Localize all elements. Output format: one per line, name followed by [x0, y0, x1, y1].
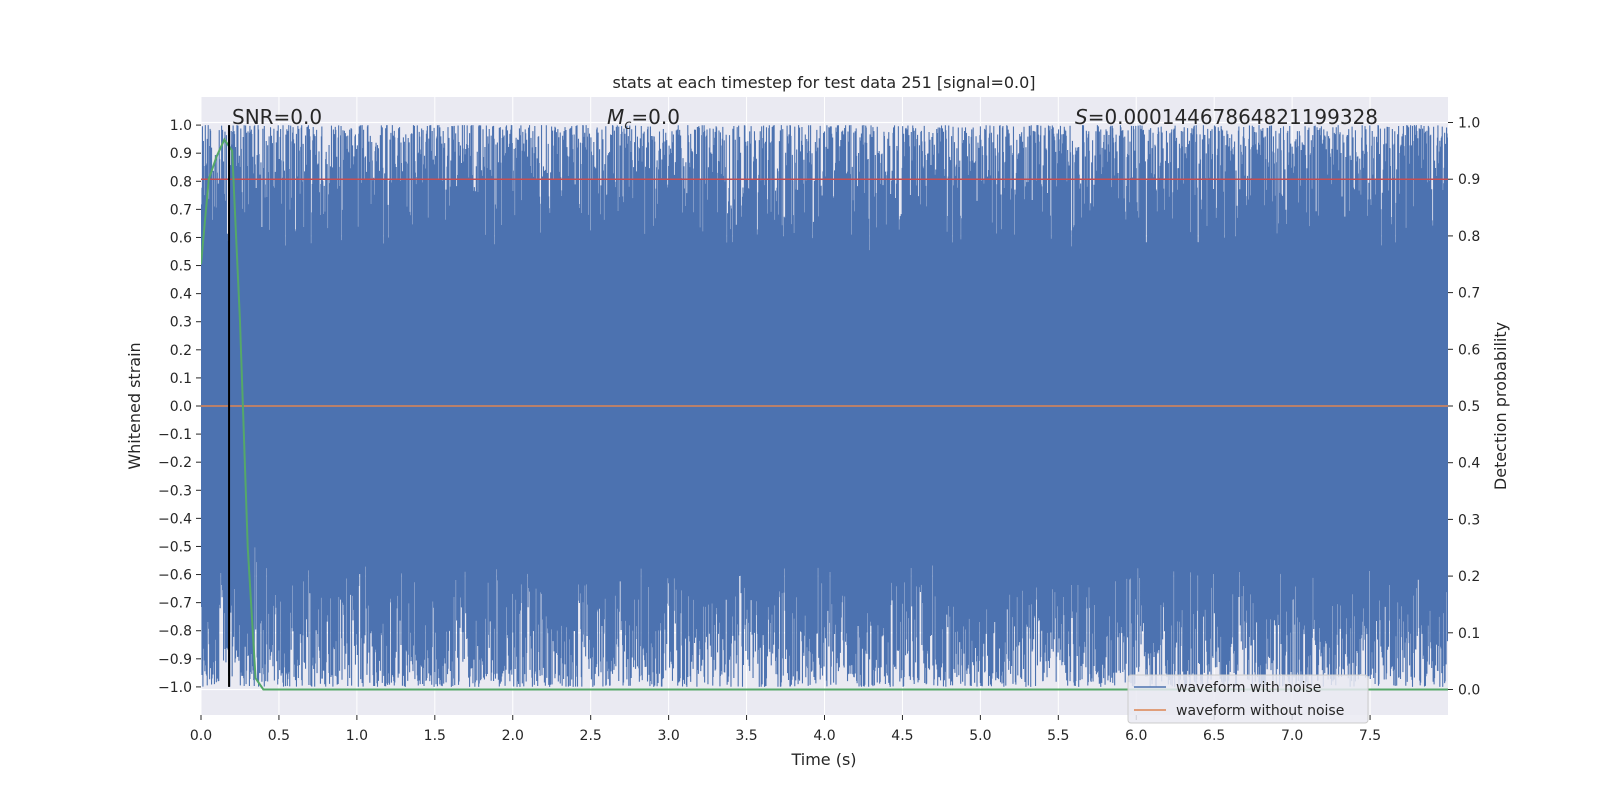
y-tick-label: −0.9 [158, 652, 192, 668]
y-axis-title: Whitened strain [125, 342, 144, 469]
legend: waveform with noise waveform without noi… [1127, 674, 1369, 724]
legend-label-clean: waveform without noise [1176, 703, 1344, 719]
x-tick-label: 0.0 [190, 728, 212, 744]
x-tick-label: 2.0 [502, 728, 524, 744]
y-tick-label: −0.3 [158, 483, 192, 499]
x-tick-label: 1.0 [346, 728, 368, 744]
y2-tick-label: 0.0 [1458, 682, 1480, 698]
y2-tick-label: 0.3 [1458, 512, 1480, 528]
y-tick-label: 0.3 [170, 315, 192, 331]
x-axis-title: Time (s) [790, 750, 856, 769]
x-tick-label: 6.5 [1203, 728, 1225, 744]
y-tick-label: 0.9 [170, 146, 192, 162]
y2-tick-label: 0.6 [1458, 342, 1480, 358]
y2-ticks: 1.0 0.9 0.8 0.7 0.6 0.5 0.4 0.3 0.2 0.1 0.0 [1448, 116, 1480, 698]
chart-title: stats at each timestep for test data 251… [612, 73, 1035, 92]
y2-tick-label: 0.2 [1458, 569, 1480, 585]
y2-tick-label: 0.9 [1458, 172, 1480, 188]
y2-tick-label: 0.4 [1458, 456, 1480, 472]
y-tick-label: −0.4 [158, 511, 192, 527]
x-tick-label: 7.5 [1359, 728, 1381, 744]
noise-trace [201, 125, 1448, 687]
x-tick-label: 3.5 [735, 728, 757, 744]
y2-tick-label: 0.5 [1458, 399, 1480, 415]
y-tick-label: −0.5 [158, 539, 192, 555]
y-tick-label: 0.2 [170, 343, 192, 359]
x-tick-label: 3.0 [657, 728, 679, 744]
x-tick-label: 4.5 [891, 728, 913, 744]
x-tick-label: 5.5 [1047, 728, 1069, 744]
y-tick-label: 0.0 [170, 399, 192, 415]
series-detection-probability [201, 137, 1448, 691]
x-tick-label: 5.0 [969, 728, 991, 744]
y2-tick-label: 0.7 [1458, 286, 1480, 302]
y2-axis-title: Detection probability [1491, 322, 1510, 490]
y-tick-label: 0.8 [170, 174, 192, 190]
y-tick-label: −0.7 [158, 596, 192, 612]
y2-tick-label: 0.8 [1458, 229, 1480, 245]
s-annotation: S=0.00014467864821199328 [1075, 105, 1378, 129]
series-lines [201, 125, 1448, 691]
y-tick-label: 0.4 [170, 287, 192, 303]
x-ticks: 0.0 0.5 1.0 1.5 2.0 2.5 3.0 3.5 4.0 4.5 5.0 5.5 6.0 6… [190, 715, 1381, 744]
y-tick-label: 0.6 [170, 230, 192, 246]
x-tick-label: 2.5 [580, 728, 602, 744]
y-tick-label: 1.0 [170, 118, 192, 134]
y-tick-label: −1.0 [158, 680, 192, 696]
y-ticks: 1.0 0.9 0.8 0.7 0.6 0.5 0.4 0.3 0.2 0.1 0.0 −0.1 −0.… [158, 118, 201, 696]
y-tick-label: −0.2 [158, 455, 192, 471]
y2-tick-label: 1.0 [1458, 116, 1480, 132]
y-tick-label: 0.7 [170, 202, 192, 218]
y2-tick-label: 0.1 [1458, 626, 1480, 642]
snr-annotation: SNR=0.0 [232, 105, 322, 129]
legend-label-noise: waveform with noise [1176, 680, 1321, 696]
legend-box [1127, 674, 1369, 724]
y-tick-label: −0.6 [158, 568, 192, 584]
y-tick-label: −0.8 [158, 624, 192, 640]
x-tick-label: 1.5 [424, 728, 446, 744]
x-tick-label: 6.0 [1125, 728, 1147, 744]
x-tick-label: 4.0 [813, 728, 835, 744]
y-tick-label: 0.5 [170, 259, 192, 275]
y-tick-label: 0.1 [170, 371, 192, 387]
mc-annotation: Mc=0.0 [607, 105, 680, 133]
x-tick-label: 7.0 [1281, 728, 1303, 744]
y-tick-label: −0.1 [158, 427, 192, 443]
x-tick-label: 0.5 [268, 728, 290, 744]
